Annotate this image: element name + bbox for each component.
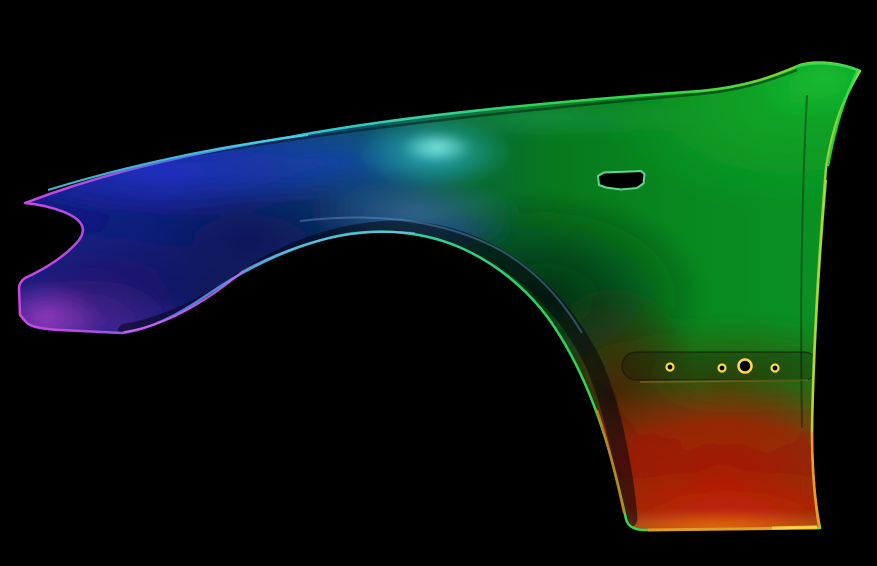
turn-signal-cutout (597, 170, 646, 191)
rim-top-left-cyan (47, 134, 309, 191)
wheel-arch-lip-inner-line (299, 216, 583, 334)
rim-arch-mid-blue (242, 231, 416, 272)
rim-bottom-yellow (771, 525, 818, 530)
trim-hole-4 (770, 363, 780, 373)
shade-green-corner (745, 62, 860, 123)
rim-top-right-green (794, 62, 860, 167)
trim-hole-1 (665, 362, 675, 372)
side-molding-groove-highlight (639, 379, 809, 383)
highlight-cyan-core (401, 132, 473, 162)
rim-arch-front-magenta (123, 270, 244, 333)
trim-hole-3 (737, 358, 753, 374)
shade-orange-bottom (558, 511, 860, 531)
trim-hole-2 (717, 363, 727, 373)
rim-right-lime (810, 179, 828, 433)
rim-right-lower-orange (810, 431, 821, 528)
hood-gap-crease (154, 68, 798, 164)
rim-arch-rear-orange (595, 409, 626, 514)
